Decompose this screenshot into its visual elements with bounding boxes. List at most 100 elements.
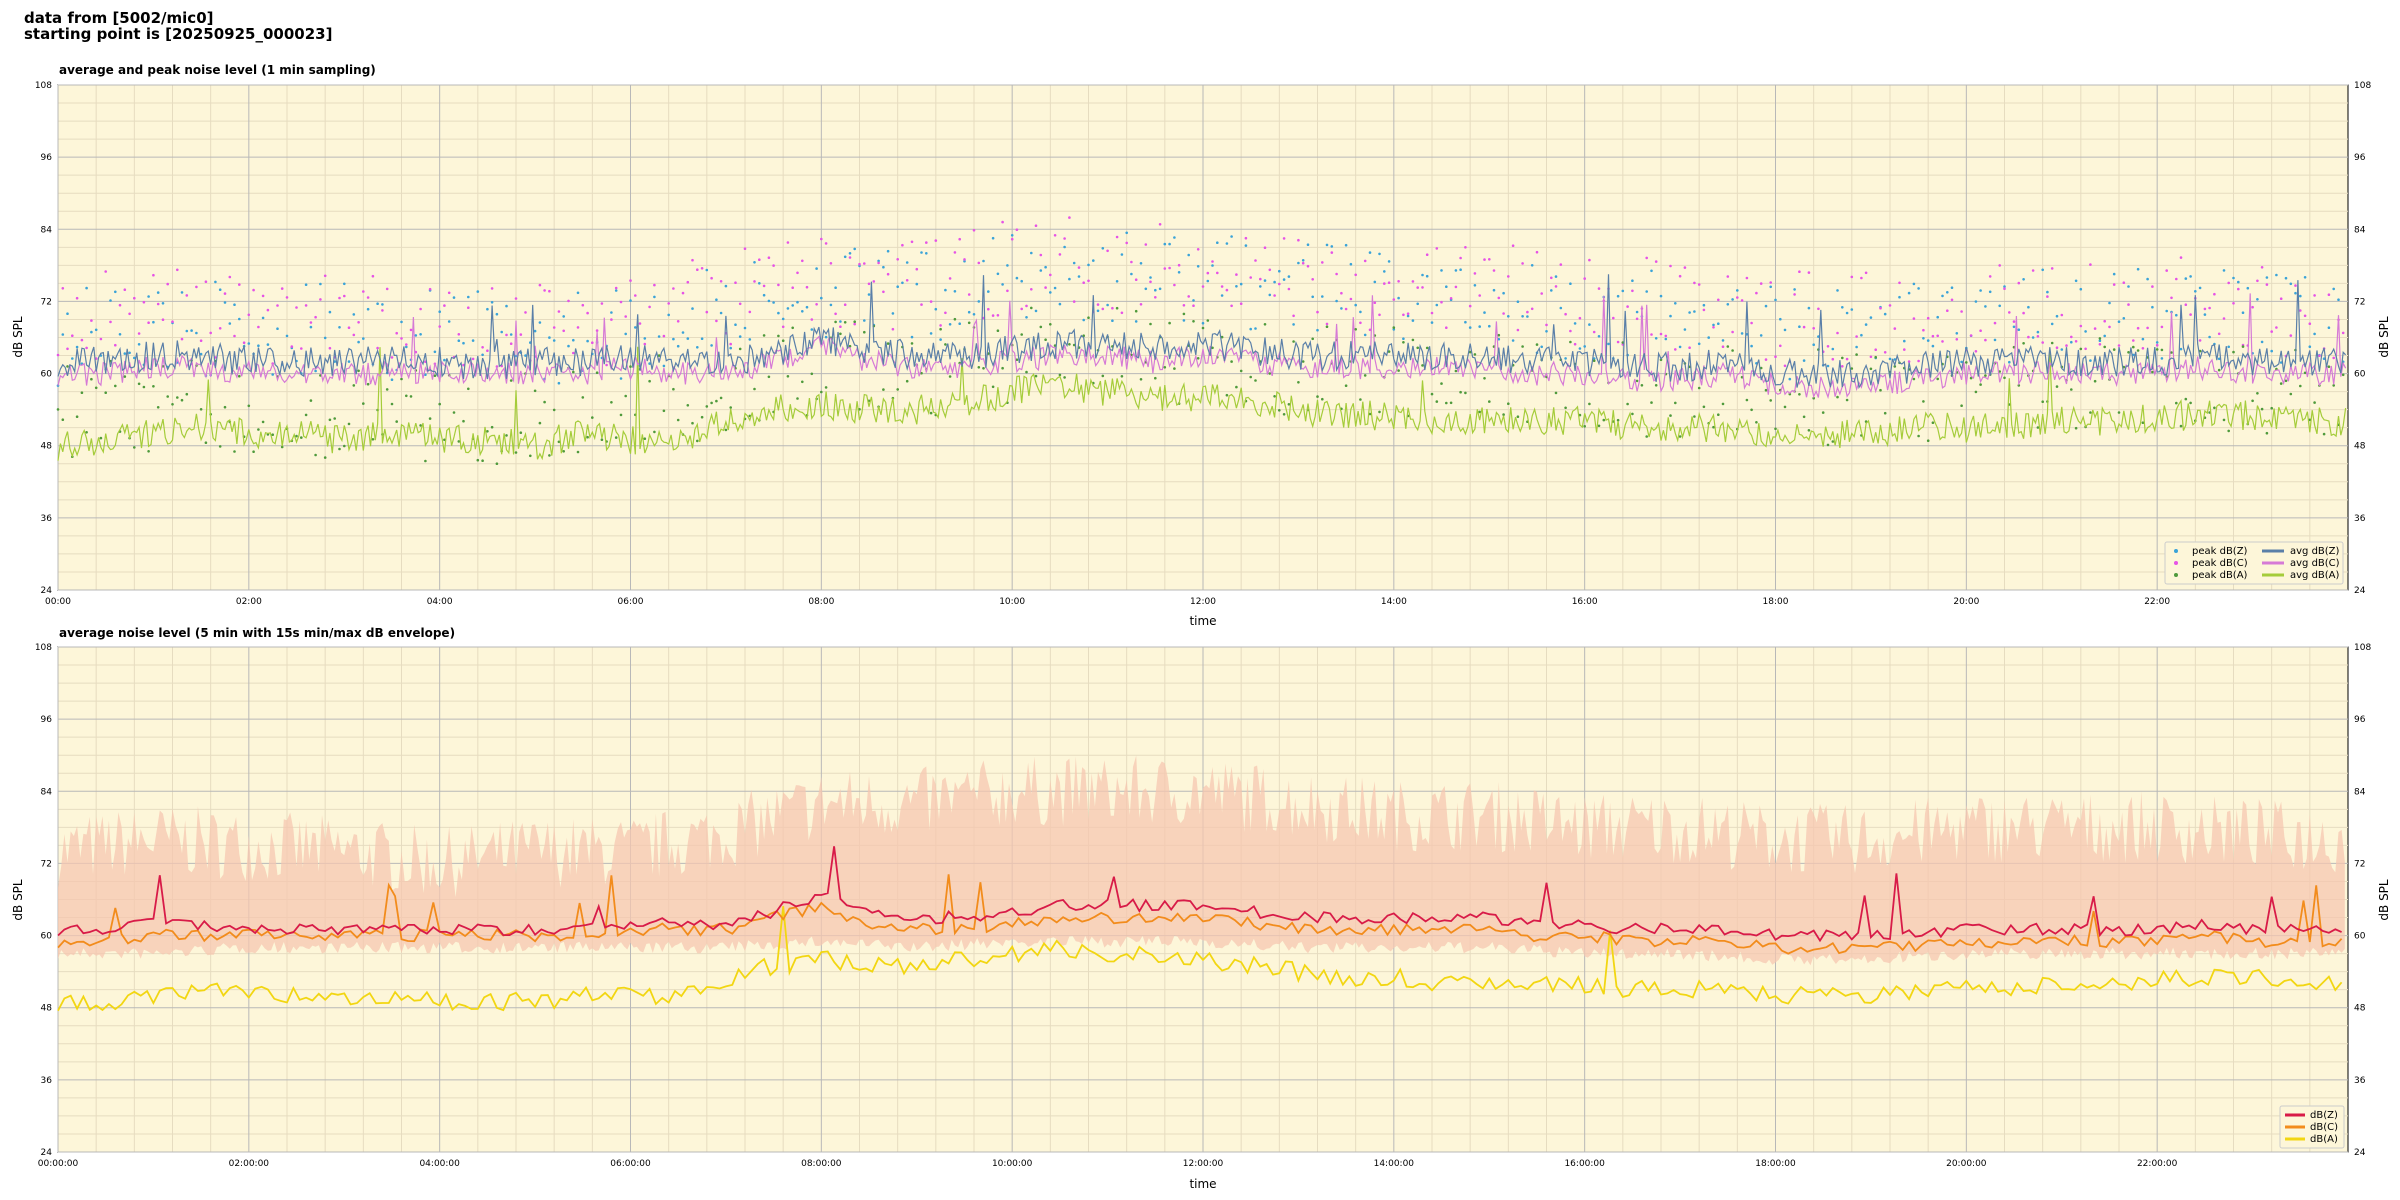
peak-point — [552, 339, 556, 342]
peak-point — [385, 287, 389, 291]
peak-point — [1006, 264, 1009, 267]
peak-point — [66, 312, 69, 316]
peak-point — [719, 311, 723, 315]
peak-point — [1216, 241, 1219, 244]
peak-point — [137, 332, 141, 335]
x-tick-label: 04:00 — [427, 597, 453, 607]
peak-point — [1855, 345, 1858, 349]
peak-point — [280, 287, 284, 290]
peak-point — [161, 302, 165, 305]
peak-point — [1893, 358, 1897, 361]
peak-point — [2194, 290, 2197, 293]
peak-point — [901, 281, 904, 285]
peak-point — [867, 293, 871, 296]
peak-point — [758, 258, 761, 262]
peak-point — [1831, 357, 1835, 361]
peak-point — [1001, 283, 1004, 286]
peak-point — [1774, 355, 1777, 359]
peak-point — [1597, 287, 1601, 290]
peak-point — [133, 446, 136, 449]
peak-point — [1440, 269, 1443, 272]
peak-point — [1678, 345, 1682, 349]
peak-point — [1507, 275, 1510, 278]
peak-point — [824, 386, 828, 389]
peak-point — [1187, 253, 1190, 257]
peak-point — [1974, 350, 1978, 353]
peak-point — [1922, 337, 1925, 340]
peak-point — [1955, 332, 1959, 335]
peak-point — [552, 408, 556, 412]
peak-point — [1764, 388, 1768, 392]
peak-point — [1502, 312, 1505, 315]
x-tick-label: 10:00:00 — [992, 1159, 1033, 1169]
peak-point — [1521, 345, 1524, 348]
peak-point — [323, 274, 327, 278]
peak-point — [2294, 284, 2297, 287]
peak-point — [300, 436, 303, 439]
peak-point — [1454, 369, 1458, 373]
peak-point — [1449, 401, 1453, 405]
peak-point — [614, 436, 618, 439]
peak-point — [839, 332, 842, 336]
peak-point — [1717, 298, 1720, 302]
peak-point — [1559, 306, 1563, 310]
peak-point — [810, 372, 814, 376]
peak-point — [1421, 364, 1424, 367]
peak-point — [1802, 325, 1806, 329]
peak-point — [1368, 412, 1372, 416]
peak-point — [304, 413, 308, 417]
peak-point — [314, 369, 317, 373]
peak-point — [1001, 366, 1004, 370]
peak-point — [1845, 311, 1849, 315]
peak-point — [2332, 356, 2335, 360]
peak-point — [2003, 287, 2006, 291]
peak-point — [896, 388, 899, 391]
peak-point — [395, 331, 399, 335]
peak-point — [1578, 347, 1582, 350]
peak-point — [2251, 305, 2254, 309]
peak-point — [1745, 276, 1749, 280]
peak-point — [1907, 360, 1911, 363]
peak-point — [896, 258, 899, 261]
peak-point — [347, 422, 351, 426]
peak-point — [2117, 320, 2121, 324]
peak-point — [252, 288, 255, 292]
peak-point — [1693, 310, 1696, 313]
peak-point — [1497, 337, 1501, 341]
peak-point — [724, 428, 728, 432]
y-tick-label-right: 108 — [2354, 81, 2371, 91]
peak-point — [2256, 298, 2259, 301]
peak-point — [1607, 342, 1610, 346]
chart-2-ticks: 24 24 36 36 48 48 60 60 72 72 84 84 96 96 108 108 00:00:… — [35, 643, 2372, 1169]
peak-point — [1702, 308, 1706, 312]
peak-point — [242, 341, 246, 345]
peak-point — [1540, 345, 1543, 349]
peak-point — [400, 377, 403, 381]
peak-point — [1249, 327, 1252, 331]
peak-point — [786, 241, 790, 244]
peak-point — [218, 288, 222, 292]
peak-point — [2299, 294, 2302, 298]
peak-point — [1063, 237, 1066, 240]
peak-point — [872, 280, 876, 283]
peak-point — [1087, 263, 1090, 267]
peak-point — [419, 307, 422, 311]
peak-point — [419, 424, 422, 427]
peak-point — [486, 430, 489, 433]
peak-point — [2070, 340, 2073, 344]
y-tick-label-right: 72 — [2354, 297, 2365, 307]
peak-point — [1473, 272, 1477, 275]
peak-point — [1755, 291, 1758, 295]
peak-point — [991, 385, 995, 389]
peak-point — [662, 334, 666, 338]
y-tick-label-right: 96 — [2354, 153, 2366, 163]
header-line-2: starting point is [20250925_000023] — [24, 25, 333, 43]
peak-point — [1659, 294, 1663, 298]
peak-point — [209, 331, 212, 335]
peak-point — [624, 315, 627, 318]
peak-point — [762, 293, 766, 297]
peak-point — [619, 377, 623, 380]
peak-point — [1802, 415, 1806, 419]
peak-point — [438, 402, 442, 406]
peak-point — [104, 391, 107, 395]
